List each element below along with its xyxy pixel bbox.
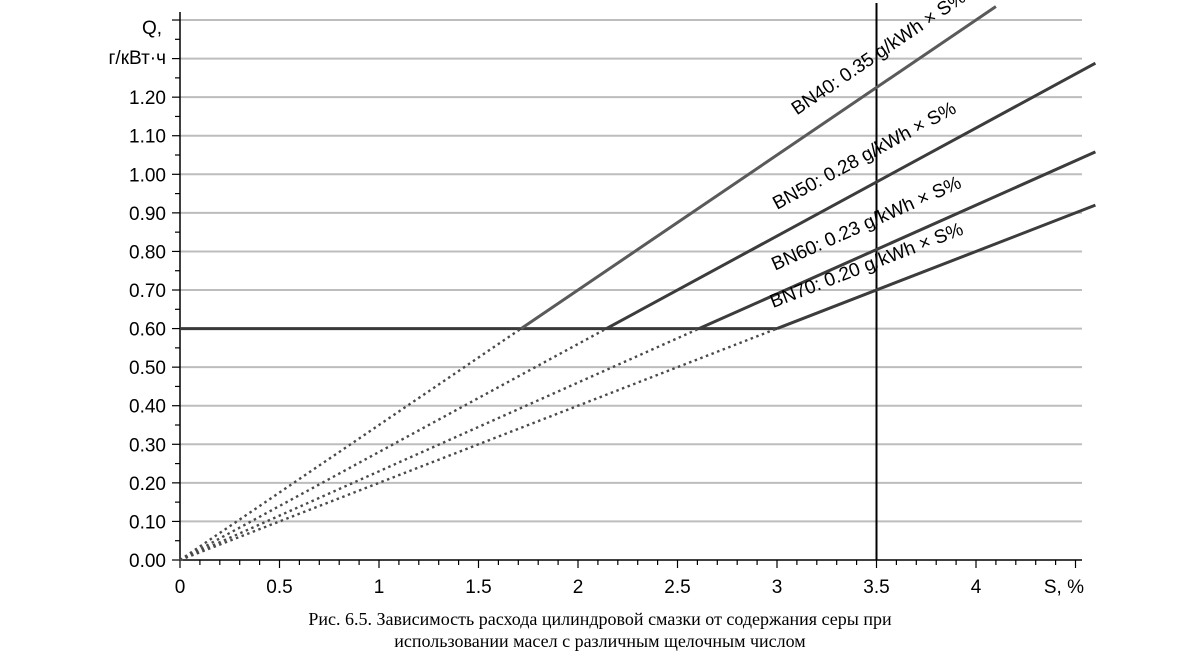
series-line-solid: [776, 203, 1096, 330]
x-tick-label: 1: [374, 577, 385, 598]
x-tick-label: 3.5: [863, 577, 889, 598]
series-line-dotted: [179, 327, 700, 562]
x-tick-label: 2: [573, 577, 584, 598]
x-tick-label: 3: [772, 577, 783, 598]
series-line-solid: [605, 61, 1097, 330]
y-axis-title-line2: г/кВт·ч: [109, 48, 167, 69]
series-line-solid: [520, 5, 997, 330]
y-tick-label: 0.80: [129, 242, 166, 263]
y-tick-label: 0.90: [129, 204, 166, 225]
x-ticks: 0 0.5 1 1.5 2 2.5 3 3.5 4: [175, 560, 1077, 598]
axes: [179, 12, 1082, 561]
series-line-dotted: [179, 327, 608, 562]
y-tick-label: 0.70: [129, 281, 166, 302]
y-tick-label: 0.40: [129, 397, 166, 418]
series-line-solid: [698, 150, 1097, 330]
y-tick-label: 0.50: [129, 358, 166, 379]
y-tick-label: 1.00: [129, 165, 166, 186]
y-tick-label: 1.10: [129, 127, 166, 148]
series-line-dotted: [179, 327, 522, 561]
figure-caption: Рис. 6.5. Зависимость расхода цилиндрово…: [0, 608, 1200, 652]
caption-line-1: Рис. 6.5. Зависимость расхода цилиндрово…: [308, 609, 892, 629]
x-tick-label: 4: [971, 577, 982, 598]
x-axis-title: S, %: [1044, 577, 1084, 598]
y-tick-label: 1.20: [129, 88, 166, 109]
y-tick-label: 0.30: [129, 435, 166, 456]
x-tick-label: 2.5: [664, 577, 690, 598]
y-axis-title-line1: Q,: [142, 18, 162, 39]
x-tick-label: 0.5: [266, 577, 292, 598]
y-ticks: 0.00 0.10 0.20 0.30 0.40 0.50 0.60 0.70 0.80 0.90…: [129, 19, 180, 572]
y-tick-label: 0.20: [129, 474, 166, 495]
sulfur-lubrication-chart: 0.000.100.200.300.400.500.600.700.800.90…: [109, 0, 1097, 598]
series-line-dotted: [179, 327, 778, 562]
series-lines: [179, 3, 1097, 562]
y-tick-label: 0.00: [129, 551, 166, 572]
x-tick-label: 0: [175, 577, 186, 598]
y-tick-label: 0.60: [129, 320, 166, 341]
caption-line-2: использовании масел с различным щелочным…: [394, 631, 806, 651]
grid: [180, 19, 1082, 523]
x-tick-label: 1.5: [465, 577, 491, 598]
y-tick-label: 0.10: [129, 512, 166, 533]
